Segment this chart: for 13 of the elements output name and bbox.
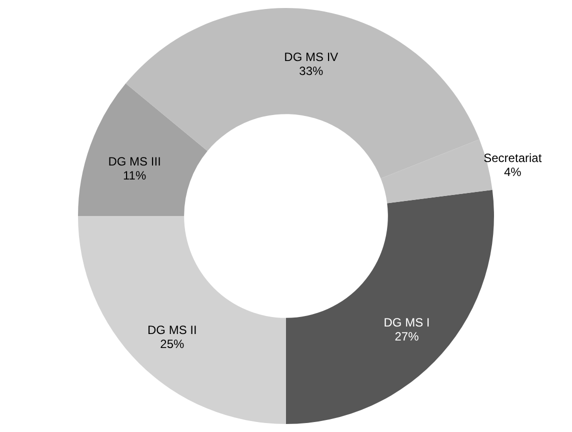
slice-label: DG MS II xyxy=(148,322,197,337)
donut-slice xyxy=(78,83,208,216)
slice-label: DG MS III xyxy=(108,154,161,168)
data-label: 25% xyxy=(160,336,185,351)
data-label: 33% xyxy=(299,64,324,78)
data-label: 11% xyxy=(122,168,146,182)
data-label: 4% xyxy=(504,164,522,179)
slice-label: DG MS IV xyxy=(284,50,338,64)
donut-slice xyxy=(78,216,286,424)
slice-label: DG MS I xyxy=(384,315,430,330)
slice-label: Secretariat xyxy=(484,150,542,165)
donut-slice xyxy=(286,190,494,424)
data-label: 27% xyxy=(394,329,420,344)
